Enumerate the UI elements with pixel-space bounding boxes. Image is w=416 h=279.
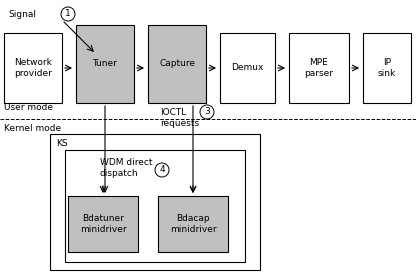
Text: IP
sink: IP sink xyxy=(378,58,396,78)
Text: Demux: Demux xyxy=(231,64,264,73)
Bar xyxy=(289,33,349,103)
Text: 4: 4 xyxy=(159,165,165,174)
Circle shape xyxy=(155,163,169,177)
Text: Kernel mode: Kernel mode xyxy=(4,124,61,133)
Text: KS: KS xyxy=(56,139,68,148)
Text: 1: 1 xyxy=(65,9,71,18)
Text: Bdatuner
minidriver: Bdatuner minidriver xyxy=(80,214,126,234)
Text: User mode: User mode xyxy=(4,103,53,112)
Bar xyxy=(65,150,245,262)
Bar xyxy=(148,25,206,103)
Text: WDM direct
dispatch: WDM direct dispatch xyxy=(100,158,153,178)
Text: Bdacap
minidriver: Bdacap minidriver xyxy=(170,214,216,234)
Text: Tuner: Tuner xyxy=(93,59,117,69)
Bar xyxy=(158,196,228,252)
Text: 3: 3 xyxy=(204,107,210,117)
Bar xyxy=(50,134,260,270)
Bar xyxy=(4,33,62,103)
Text: IOCTL
requests: IOCTL requests xyxy=(160,108,199,128)
Text: MPE
parser: MPE parser xyxy=(305,58,334,78)
Bar xyxy=(68,196,138,252)
Bar xyxy=(363,33,411,103)
Text: Capture: Capture xyxy=(159,59,195,69)
Text: Network
provider: Network provider xyxy=(14,58,52,78)
Circle shape xyxy=(200,105,214,119)
Text: Signal: Signal xyxy=(8,10,36,19)
Circle shape xyxy=(61,7,75,21)
Bar xyxy=(220,33,275,103)
Bar xyxy=(76,25,134,103)
